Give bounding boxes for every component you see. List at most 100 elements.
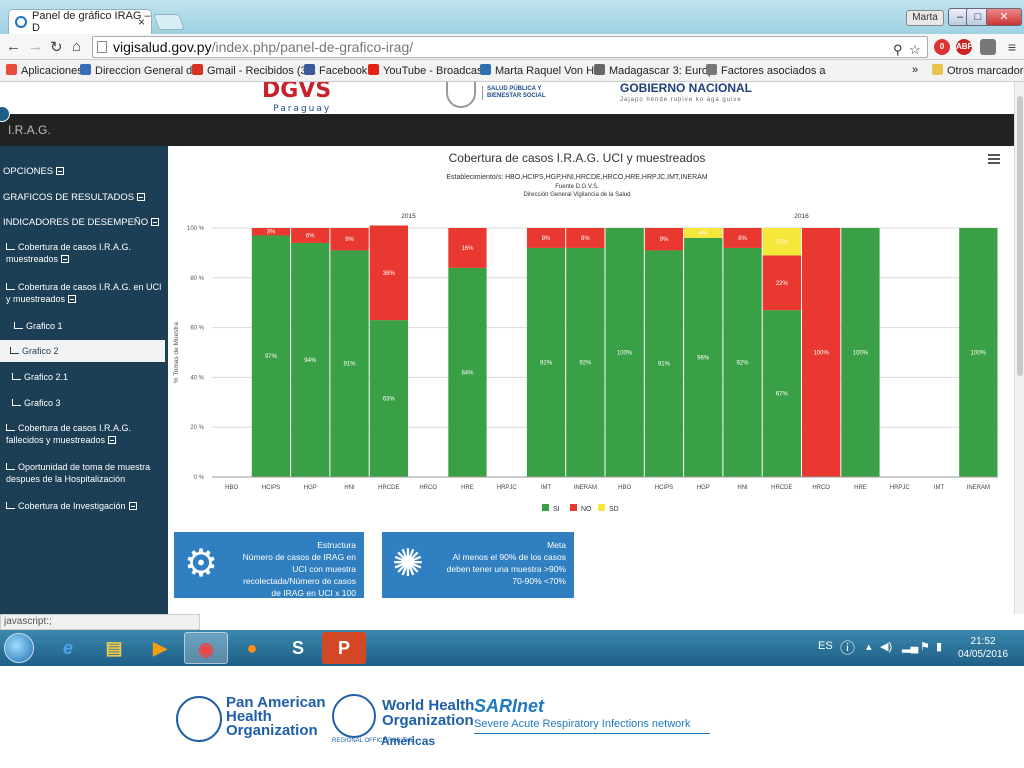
home-icon[interactable]: ⌂ bbox=[72, 38, 82, 55]
new-tab-button[interactable] bbox=[153, 14, 185, 30]
forward-icon[interactable]: → bbox=[28, 38, 43, 55]
bookmark-label: Facebook bbox=[319, 65, 368, 77]
collapse-icon bbox=[108, 436, 117, 444]
bookmark-label: Aplicaciones bbox=[21, 65, 83, 77]
bar-data-label: 97% bbox=[265, 354, 278, 360]
collapse-icon bbox=[137, 193, 146, 201]
sidebar-item-cobertura-fallecidos[interactable]: Cobertura de casos I.R.A.G. fallecidos y… bbox=[6, 423, 132, 445]
legend-label: SD bbox=[609, 506, 619, 513]
bar-segment-no bbox=[566, 228, 605, 248]
sidebar-item-grafico-1[interactable]: Grafico 1 bbox=[14, 320, 179, 332]
bar-segment-si bbox=[369, 320, 408, 477]
page-icon bbox=[97, 41, 107, 53]
browser-tab[interactable]: Panel de gráfico IRAG – D × bbox=[8, 9, 152, 34]
other-bookmarks-folder[interactable]: Otros marcadores bbox=[932, 64, 1024, 77]
bar-chart-icon bbox=[6, 243, 15, 250]
bar-data-label: 4% bbox=[699, 231, 708, 237]
profile-button[interactable]: Marta bbox=[906, 10, 944, 26]
bookmark-item[interactable]: Factores asociados a bbox=[706, 64, 826, 77]
chrome-taskbar-icon[interactable]: ◉ bbox=[184, 632, 228, 664]
bar-segment-no bbox=[526, 228, 566, 248]
bookmark-favicon-icon bbox=[706, 64, 717, 75]
battery-icon[interactable]: ▮ bbox=[936, 641, 943, 653]
coverage-chart: Cobertura de casos I.R.A.G. UCI y muestr… bbox=[173, 151, 998, 513]
chrome-menu-icon[interactable]: ≡ bbox=[1007, 39, 1017, 55]
ie-taskbar-icon[interactable]: e bbox=[62, 638, 73, 658]
sidebar-item-oportunidad[interactable]: Oportunidad de toma de muestra despues d… bbox=[6, 462, 151, 484]
bar-segment-no bbox=[330, 228, 369, 251]
folder-icon bbox=[932, 64, 943, 75]
bookmark-item[interactable]: Madagascar 3: Europ bbox=[594, 64, 714, 77]
tab-close-icon[interactable]: × bbox=[137, 15, 145, 29]
window-close-icon[interactable]: ✕ bbox=[986, 8, 1022, 26]
scrollbar-thumb[interactable] bbox=[1017, 96, 1023, 376]
bar-data-label: 8% bbox=[738, 236, 747, 242]
chart-title: Cobertura de casos I.R.A.G. UCI y muestr… bbox=[449, 151, 706, 165]
start-button[interactable] bbox=[4, 633, 34, 663]
flag-icon[interactable]: ⚑ bbox=[920, 641, 930, 653]
tray-expand-icon[interactable]: ▴ bbox=[866, 641, 872, 653]
meta-text: Al menos el 90% de los casos deben tener… bbox=[446, 552, 566, 586]
bar-segment-si bbox=[684, 237, 723, 477]
zoom-icon[interactable]: ⚲ bbox=[893, 42, 903, 57]
bar-data-label: 96% bbox=[697, 355, 710, 361]
extension-icon[interactable] bbox=[980, 39, 996, 55]
bookmark-label: Marta Raquel Von Ho bbox=[495, 65, 601, 77]
x-tick-label: HBO bbox=[225, 485, 238, 491]
bookmark-item[interactable]: Gmail - Recibidos (3.2 bbox=[192, 64, 316, 77]
bar-chart-icon bbox=[6, 424, 15, 431]
bookmark-item[interactable]: Direccion General de bbox=[80, 64, 198, 77]
bookmark-favicon-icon bbox=[304, 64, 315, 75]
chart-subtitle: Establecimiento/s: HBO,HCIPS,HGP,HNI,HRC… bbox=[446, 174, 707, 181]
who-emblem-icon bbox=[332, 694, 376, 738]
badge-icon: ✺ bbox=[392, 543, 424, 585]
x-tick-label: INERAM bbox=[967, 485, 990, 491]
bookmark-star-icon[interactable]: ☆ bbox=[909, 42, 921, 57]
x-tick-label: HGP bbox=[304, 485, 317, 491]
reload-icon[interactable]: ↻ bbox=[50, 39, 63, 56]
y-tick-label: 60 % bbox=[190, 326, 204, 332]
bookmark-item[interactable]: YouTube - Broadcast bbox=[368, 64, 486, 77]
opera-extension-icon[interactable]: 0 bbox=[934, 39, 950, 55]
meta-box: ✺ Meta Al menos el 90% de los casos debe… bbox=[382, 532, 574, 598]
powerpoint-taskbar-icon[interactable]: P bbox=[322, 632, 366, 664]
info-tray-icon[interactable]: ⓘ bbox=[840, 640, 856, 657]
skype-taskbar-icon[interactable]: S bbox=[291, 638, 304, 658]
gobierno-nacional-logo: GOBIERNO NACIONAL Jajapo hende rupive ko … bbox=[620, 82, 752, 103]
sidebar-item-grafico-2-1[interactable]: Grafico 2.1 bbox=[12, 371, 177, 383]
volume-icon[interactable]: ◀) bbox=[880, 641, 893, 653]
url-path: /index.php/panel-de-grafico-irag/ bbox=[211, 39, 414, 55]
bar-segment-no bbox=[802, 228, 841, 477]
address-bar[interactable]: vigisalud.gov.py/index.php/panel-de-graf… bbox=[92, 36, 928, 58]
bookmark-item[interactable]: Marta Raquel Von Ho bbox=[480, 64, 600, 77]
firefox-taskbar-icon[interactable]: ● bbox=[246, 638, 258, 658]
sidebar-item-grafico-3[interactable]: Grafico 3 bbox=[12, 397, 177, 409]
bookmark-item[interactable]: Facebook bbox=[304, 64, 367, 77]
browser-toolbar: ← → ↻ ⌂ vigisalud.gov.py/index.php/panel… bbox=[0, 34, 1024, 60]
network-icon[interactable]: ▂▄ bbox=[902, 641, 919, 653]
x-tick-label: HCIPS bbox=[262, 485, 280, 491]
bar-data-label: 9% bbox=[660, 237, 669, 243]
y-tick-label: 80 % bbox=[190, 276, 204, 282]
taskbar-clock[interactable]: 21:52 04/05/2016 bbox=[958, 635, 1008, 661]
bookmark-item[interactable]: Aplicaciones bbox=[6, 64, 83, 77]
sidebar-item-grafico-2[interactable]: Grafico 2 bbox=[0, 340, 165, 362]
sidebar-item-investigacion[interactable]: Cobertura de Investigación bbox=[6, 500, 166, 512]
x-tick-label: HRCDE bbox=[378, 485, 399, 491]
bar-data-label: 3% bbox=[267, 230, 276, 236]
sidebar-item-cobertura-muestreados[interactable]: Cobertura de casos I.R.A.G. muestreados bbox=[6, 242, 132, 264]
explorer-taskbar-icon[interactable]: ▤ bbox=[105, 638, 123, 658]
sidebar-section-opciones[interactable]: OPCIONES bbox=[3, 166, 168, 178]
bar-segment-si bbox=[448, 267, 487, 477]
bookmarks-overflow-button[interactable]: » bbox=[912, 64, 919, 76]
sidebar-section-graficos[interactable]: GRAFICOS DE RESULTADOS bbox=[3, 192, 168, 204]
sidebar-section-indicadores[interactable]: INDICADORES DE DESEMPEÑO bbox=[3, 217, 168, 229]
bookmark-label: Direccion General de bbox=[95, 65, 199, 77]
chart-menu-icon[interactable] bbox=[988, 154, 1000, 164]
back-icon[interactable]: ← bbox=[6, 38, 21, 55]
language-indicator[interactable]: ES bbox=[818, 640, 833, 652]
page-scrollbar[interactable] bbox=[1014, 82, 1024, 614]
sidebar-item-cobertura-uci[interactable]: Cobertura de casos I.R.A.G. en UCI y mue… bbox=[6, 282, 162, 304]
adblock-icon[interactable]: ABP bbox=[956, 39, 973, 55]
media-player-taskbar-icon[interactable]: ▶ bbox=[153, 638, 167, 658]
